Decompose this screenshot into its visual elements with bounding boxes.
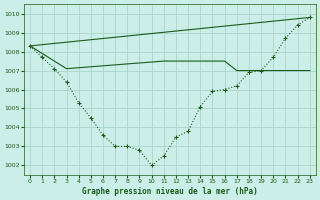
- X-axis label: Graphe pression niveau de la mer (hPa): Graphe pression niveau de la mer (hPa): [82, 187, 258, 196]
